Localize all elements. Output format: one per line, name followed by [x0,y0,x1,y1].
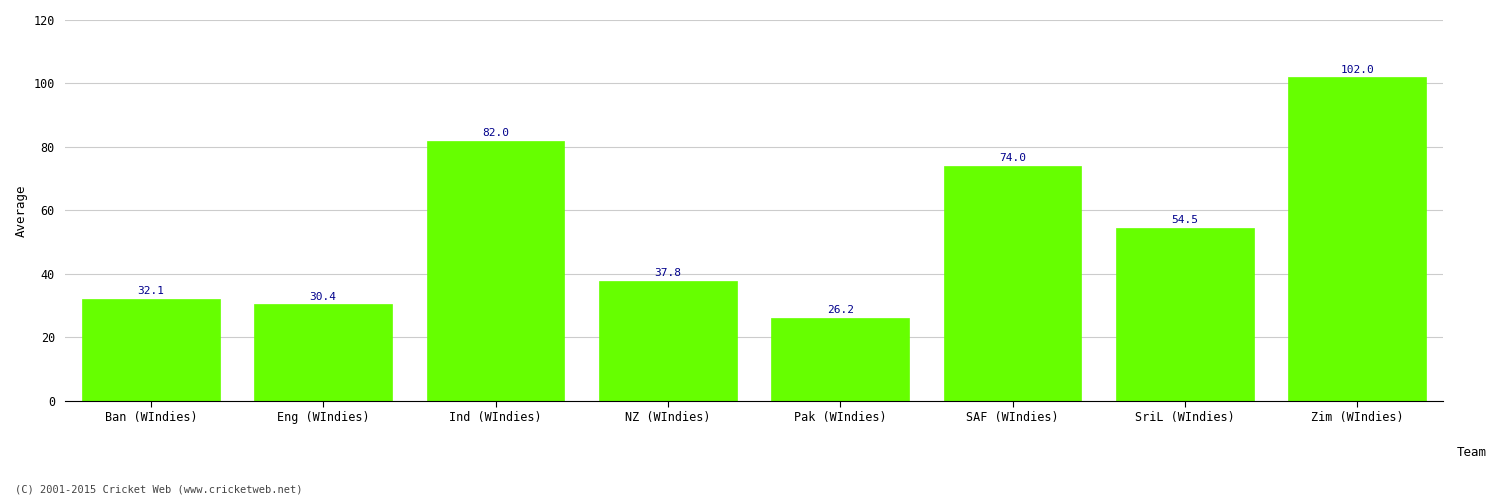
Y-axis label: Average: Average [15,184,28,236]
Text: 102.0: 102.0 [1341,64,1374,74]
Text: 54.5: 54.5 [1172,216,1198,226]
Text: (C) 2001-2015 Cricket Web (www.cricketweb.net): (C) 2001-2015 Cricket Web (www.cricketwe… [15,485,303,495]
Text: 82.0: 82.0 [482,128,508,138]
Text: 30.4: 30.4 [309,292,336,302]
Bar [82,299,220,401]
Text: Team: Team [1456,446,1486,460]
Bar [1288,77,1426,401]
Bar [426,140,564,401]
Text: 32.1: 32.1 [138,286,165,296]
Bar [1116,228,1254,401]
Text: 26.2: 26.2 [827,305,854,315]
Text: 37.8: 37.8 [654,268,681,278]
Text: 74.0: 74.0 [999,154,1026,164]
Bar [944,166,1082,401]
Bar [598,281,736,401]
Bar [771,318,909,401]
Bar [254,304,392,401]
